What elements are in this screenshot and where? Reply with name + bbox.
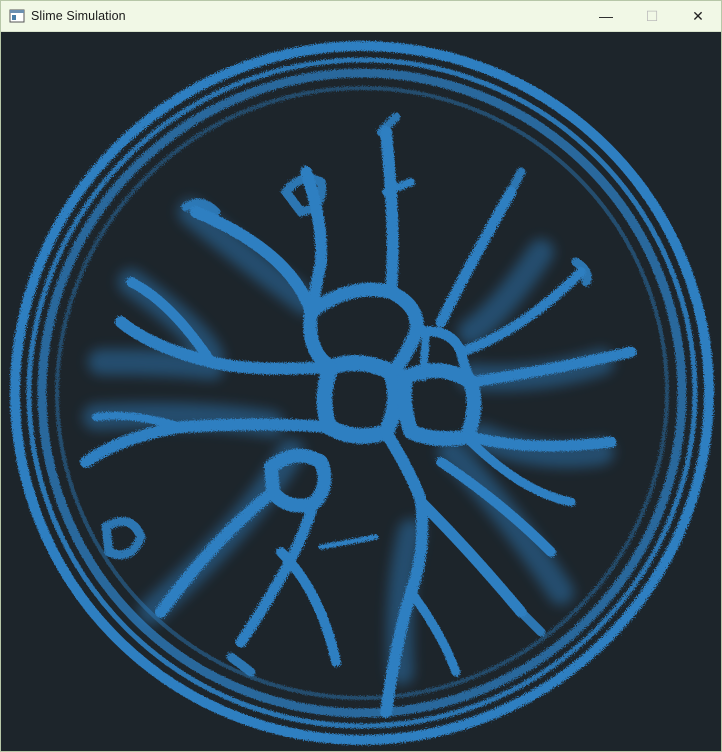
title-bar[interactable]: Slime Simulation — ☐ ✕	[1, 1, 721, 32]
minimize-icon: —	[599, 8, 613, 24]
maximize-icon: ☐	[645, 7, 659, 24]
slime-network-render	[10, 41, 714, 745]
window-title: Slime Simulation	[31, 9, 126, 23]
close-button[interactable]: ✕	[675, 1, 721, 31]
simulation-canvas[interactable]	[1, 32, 721, 751]
close-icon: ✕	[692, 7, 704, 24]
app-window-icon	[9, 8, 25, 24]
maximize-button[interactable]: ☐	[629, 1, 675, 31]
window-controls: — ☐ ✕	[583, 1, 721, 31]
minimize-button[interactable]: —	[583, 1, 629, 31]
